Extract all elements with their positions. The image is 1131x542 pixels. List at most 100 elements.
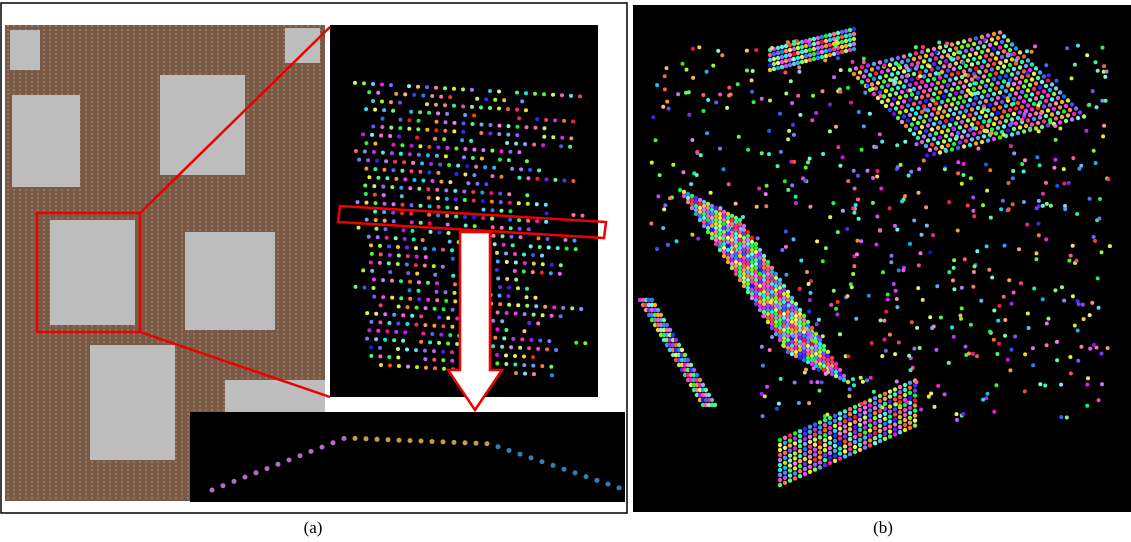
point: [1100, 250, 1104, 254]
point: [424, 255, 428, 259]
point: [690, 233, 694, 237]
point: [681, 170, 685, 174]
point: [806, 344, 810, 348]
point: [892, 282, 896, 286]
point: [409, 212, 413, 216]
point: [937, 41, 941, 45]
point: [573, 239, 577, 243]
point: [1020, 90, 1024, 94]
point: [758, 280, 762, 284]
point: [1026, 312, 1030, 316]
point: [930, 82, 934, 86]
point: [776, 164, 780, 168]
point: [383, 338, 387, 342]
point: [807, 401, 811, 405]
point: [499, 175, 503, 179]
point: [859, 376, 863, 380]
point: [912, 347, 916, 351]
point: [1039, 111, 1043, 115]
point: [918, 55, 922, 59]
point: [802, 314, 806, 318]
point: [942, 94, 946, 98]
point: [554, 348, 558, 352]
point: [807, 39, 811, 43]
point: [780, 45, 784, 49]
point: [1060, 285, 1064, 289]
point: [1108, 244, 1112, 248]
point: [868, 398, 872, 402]
point: [734, 236, 738, 240]
point: [1010, 302, 1014, 306]
point: [515, 108, 519, 112]
point: [956, 131, 960, 135]
point: [936, 126, 940, 130]
point: [514, 261, 518, 265]
point: [813, 452, 817, 456]
point: [439, 95, 443, 99]
point: [782, 328, 786, 332]
point: [517, 201, 521, 205]
point: [878, 439, 882, 443]
point: [544, 203, 548, 207]
point: [920, 125, 924, 129]
point: [908, 421, 912, 425]
point: [485, 441, 490, 446]
point: [742, 224, 746, 228]
point: [994, 86, 998, 90]
point: [918, 85, 922, 89]
point: [858, 428, 862, 432]
point: [523, 261, 527, 265]
point: [702, 212, 706, 216]
point: [951, 278, 955, 282]
point: [898, 390, 902, 394]
point: [448, 180, 452, 184]
point: [805, 270, 809, 274]
point: [384, 227, 388, 231]
point: [522, 329, 526, 333]
point: [792, 62, 796, 66]
point: [469, 139, 473, 143]
point: [871, 176, 875, 180]
point: [550, 314, 554, 318]
point: [841, 155, 845, 159]
point: [491, 344, 495, 348]
point: [1055, 340, 1059, 344]
point: [531, 355, 535, 359]
point: [833, 454, 837, 458]
point: [768, 63, 772, 67]
point: [964, 49, 968, 53]
point: [838, 431, 842, 435]
point: [982, 119, 986, 123]
point: [984, 163, 988, 167]
point: [808, 460, 812, 464]
point: [934, 56, 938, 60]
point: [838, 368, 842, 372]
point: [1014, 76, 1018, 80]
point: [367, 328, 371, 332]
point: [844, 44, 848, 48]
point: [1040, 125, 1044, 129]
point: [905, 66, 909, 70]
point: [446, 342, 450, 346]
point: [746, 254, 750, 258]
point: [583, 341, 587, 345]
point: [968, 68, 972, 72]
point: [397, 438, 402, 443]
point: [878, 419, 882, 423]
point: [854, 203, 858, 207]
point: [966, 103, 970, 107]
point: [836, 230, 840, 234]
point: [893, 224, 897, 228]
point: [762, 306, 766, 310]
point: [853, 450, 857, 454]
point: [924, 129, 928, 133]
point: [863, 415, 867, 419]
point: [820, 380, 824, 384]
point: [883, 422, 887, 426]
point: [1047, 317, 1051, 321]
point: [928, 73, 932, 77]
point: [914, 45, 918, 49]
point: [980, 80, 984, 84]
point: [364, 192, 368, 196]
point: [1026, 88, 1030, 92]
